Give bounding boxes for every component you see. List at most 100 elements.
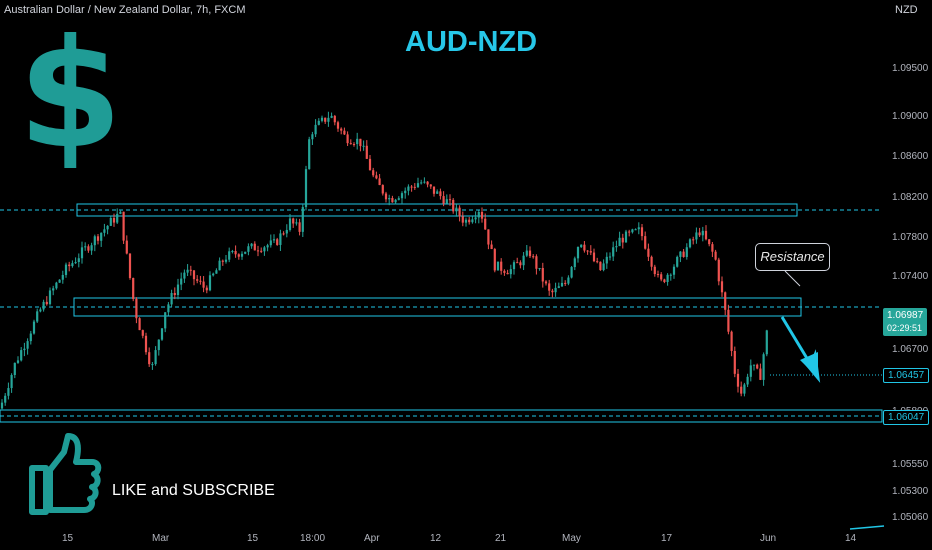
candle-up: [29, 333, 32, 342]
candle-up: [93, 236, 96, 246]
candle-down: [125, 240, 128, 254]
candle-up: [119, 211, 122, 214]
candle-down: [138, 318, 141, 331]
candle-down: [221, 260, 224, 262]
candle-up: [624, 231, 628, 243]
candle-up: [266, 245, 269, 248]
candle-up: [48, 290, 52, 305]
candle-down: [324, 117, 327, 122]
candle-down: [352, 144, 356, 146]
candle-up: [272, 239, 276, 241]
candle-up: [7, 388, 10, 396]
price-axis-label: 1.09000: [892, 111, 929, 122]
candle-up: [362, 145, 365, 147]
candle-up: [64, 264, 68, 275]
candle-up: [183, 272, 186, 279]
candle-up: [13, 362, 16, 376]
candle-down: [432, 186, 436, 194]
support-price-tag: 1.06047: [883, 410, 930, 425]
candle-up: [400, 193, 404, 199]
candle-down: [586, 250, 589, 252]
candle-up: [295, 222, 298, 224]
candle-down: [596, 261, 599, 263]
candle-up: [612, 247, 615, 257]
candle-down: [484, 218, 487, 230]
candle-up: [0, 402, 4, 409]
candle-down: [202, 281, 205, 288]
candle-down: [439, 191, 442, 197]
candle-up: [308, 139, 311, 170]
candle-up: [74, 262, 77, 264]
candle-down: [628, 231, 631, 233]
price-axis-label: 1.08200: [892, 192, 929, 203]
candle-down: [192, 270, 196, 280]
candle-down: [653, 266, 656, 275]
candle-down: [189, 269, 192, 271]
candle-up: [685, 247, 688, 257]
candle-up: [762, 354, 765, 380]
candle-up: [304, 169, 308, 208]
candle-down: [599, 261, 602, 271]
time-axis-label: 21: [495, 533, 507, 544]
candle-up: [116, 213, 119, 223]
candle-up: [688, 239, 692, 248]
candle-down: [708, 239, 711, 245]
candle-down: [548, 283, 551, 291]
candle-down: [736, 373, 740, 387]
candle-down: [375, 175, 378, 179]
candle-down: [759, 368, 762, 380]
candle-down: [663, 279, 666, 283]
resistance-zone-lower: [73, 297, 802, 317]
candle-up: [176, 284, 180, 296]
candle-up: [39, 309, 42, 312]
candle-down: [503, 270, 506, 273]
candle-up: [749, 365, 752, 377]
thumbs-up-icon: [29, 433, 102, 515]
time-axis-label: 15: [247, 533, 259, 544]
candle-up: [538, 267, 541, 269]
candle-down: [144, 335, 148, 353]
time-axis-label: 18:00: [300, 533, 326, 544]
candle-down: [528, 250, 532, 257]
candle-down: [493, 249, 496, 271]
candle-down: [500, 261, 503, 271]
candle-up: [602, 263, 605, 271]
candle-up: [407, 186, 410, 191]
candle-down: [260, 250, 263, 252]
candle-up: [474, 217, 477, 220]
candle-down: [292, 218, 295, 224]
candle-down: [135, 298, 138, 319]
candle-up: [317, 120, 320, 125]
candle-down: [429, 184, 432, 187]
candle-down: [640, 227, 644, 237]
candle-up: [554, 287, 557, 293]
time-axis-label: Mar: [152, 533, 170, 544]
candle-up: [80, 247, 84, 259]
candle-up: [4, 395, 7, 403]
candle-up: [765, 330, 768, 355]
candle-up: [634, 229, 637, 231]
price-axis-label: 1.05300: [892, 486, 929, 497]
candle-up: [151, 364, 154, 366]
candle-down: [583, 244, 586, 251]
candle-down: [756, 364, 759, 369]
candle-down: [535, 256, 538, 269]
price-axis-label: 1.08600: [892, 151, 929, 162]
candle-down: [720, 281, 724, 293]
candle-up: [164, 312, 167, 329]
candle-up: [631, 229, 634, 233]
candle-up: [743, 384, 746, 394]
resistance-callout-pointer: [784, 270, 801, 287]
candle-down: [541, 267, 544, 282]
candle-up: [311, 134, 314, 140]
candle-down: [564, 282, 567, 284]
candle-down: [644, 236, 647, 249]
candle-down: [368, 158, 372, 171]
candle-down: [256, 250, 260, 252]
candle-up: [397, 198, 400, 200]
candle-up: [496, 261, 500, 271]
chart-title: AUD-NZD: [405, 26, 538, 58]
candle-down: [589, 251, 592, 253]
candle-down: [298, 222, 301, 232]
